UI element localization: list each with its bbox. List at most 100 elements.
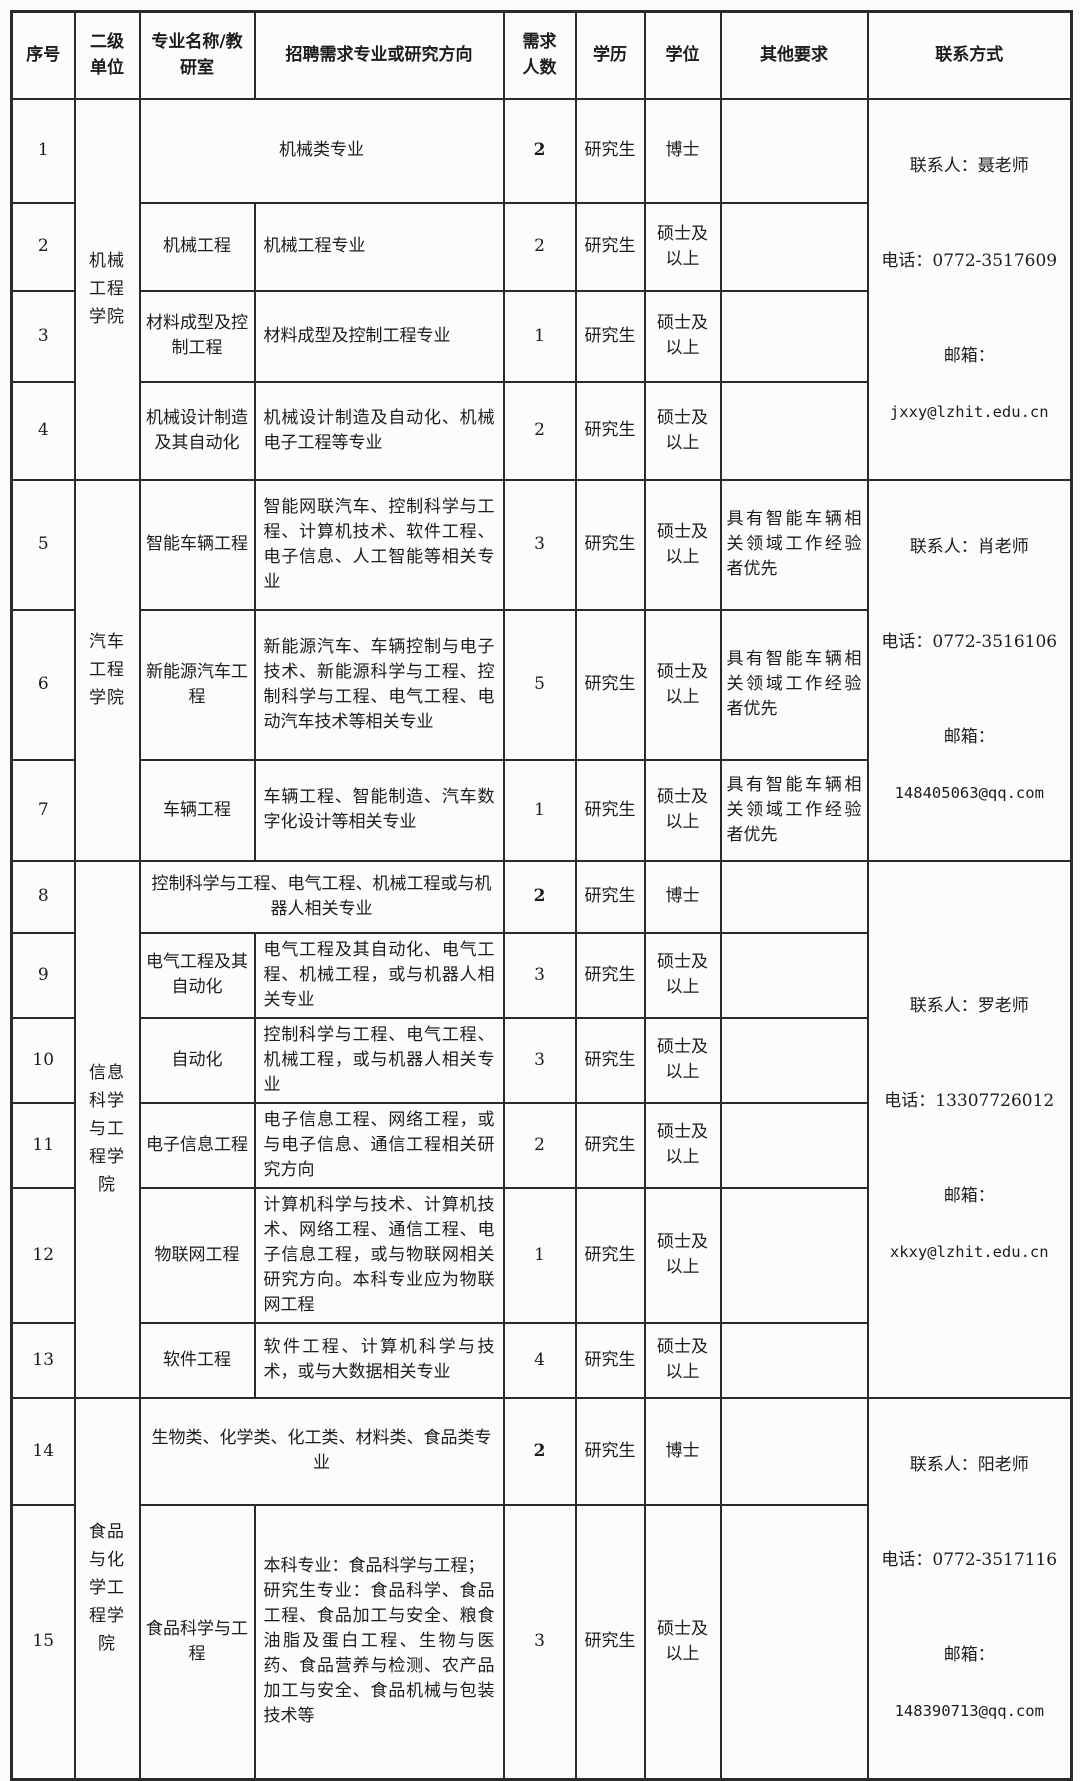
group-4-contact: 联系人：阳老师 电话：0772-3517116 邮箱： 148390713@qq… <box>866 1396 1073 1780</box>
row-9-count: 3 <box>502 931 577 1019</box>
table-row-7: 7 车辆工程 车辆工程、智能制造、汽车数字化设计等相关专业 1 研究生 硕士及 … <box>10 758 1072 862</box>
row-12-education: 研究生 <box>574 1186 646 1324</box>
contact-block: 联系人：阳老师 电话：0772-3517116 邮箱： 148390713@qq… <box>875 1428 1065 1749</box>
header-no: 序号 <box>10 10 76 100</box>
header-unit: 二级 单位 <box>73 10 141 100</box>
row-1-college: 机械 工程 学院 <box>73 97 141 481</box>
row-1-no: 1 <box>10 97 76 204</box>
header-contact: 联系方式 <box>866 10 1073 100</box>
row-8-no: 8 <box>10 859 76 934</box>
row-14-demand: 生物类、化学类、化工类、材料类、食品类专业 <box>138 1396 505 1507</box>
row-10-degree: 硕士及 以上 <box>643 1016 722 1104</box>
row-14-no: 14 <box>10 1396 76 1507</box>
row-2-degree: 硕士及 以上 <box>643 201 722 293</box>
contact-phone: 电话：0772-3517116 <box>881 1549 1058 1570</box>
contact-email: jxxy@lzhit.edu.cn <box>889 402 1049 421</box>
row-4-count: 2 <box>502 380 577 481</box>
row-15-demand: 本科专业：食品科学与工程； 研究生专业：食品科学、食品工程、食品加工与安全、粮食… <box>253 1504 505 1780</box>
contact-block: 联系人：聂老师 电话：0772-3517609 邮箱： jxxy@lzhit.e… <box>875 129 1065 450</box>
contact-person: 联系人：聂老师 <box>909 155 1029 176</box>
table-row-6: 6 新能源汽车工 程 新能源汽车、车辆控制与电子技术、新能源科学与工程、控制科学… <box>10 609 1072 761</box>
row-4-major: 机械设计制造 及其自动化 <box>138 380 256 481</box>
row-13-demand: 软件工程、计算机科学与技术，或与大数据相关专业 <box>253 1321 505 1399</box>
row-2-other <box>719 201 869 293</box>
contact-email-label: 邮箱： <box>943 345 995 366</box>
row-7-demand: 车辆工程、智能制造、汽车数字化设计等相关专业 <box>253 758 505 862</box>
row-5-major: 智能车辆工程 <box>138 478 256 612</box>
row-8-count: 2 <box>502 859 577 934</box>
row-2-major: 机械工程 <box>138 201 256 293</box>
row-10-education: 研究生 <box>574 1016 646 1104</box>
table-row-2: 2 机械工程 机械工程专业 2 研究生 硕士及 以上 <box>10 201 1072 293</box>
row-14-count: 2 <box>502 1396 577 1507</box>
row-2-education: 研究生 <box>574 201 646 293</box>
row-5-college: 汽车 工程 学院 <box>73 478 141 862</box>
row-11-other <box>719 1101 869 1189</box>
row-7-no: 7 <box>10 758 76 862</box>
header-row: 序号 二级 单位 专业名称/教 研室 招聘需求专业或研究方向 需求 人数 学历 … <box>10 10 1073 100</box>
row-5-count: 3 <box>502 478 577 612</box>
row-1-other <box>719 97 869 204</box>
row-13-count: 4 <box>502 1321 577 1399</box>
row-5-no: 5 <box>10 478 76 612</box>
row-6-major: 新能源汽车工 程 <box>138 609 256 761</box>
contact-person: 联系人：肖老师 <box>909 536 1029 557</box>
table-row-11: 11 电子信息工程 电子信息工程、网络工程，或与电子信息、通信工程相关研究方向 … <box>10 1101 1072 1189</box>
row-1-demand: 机械类专业 <box>138 97 505 204</box>
contact-email-label: 邮箱： <box>943 1185 995 1206</box>
row-12-demand: 计算机科学与技术、计算机技术、网络工程、通信工程、电子信息工程，或与物联网相关研… <box>253 1186 505 1324</box>
row-9-no: 9 <box>10 931 76 1019</box>
row-3-no: 3 <box>10 290 76 383</box>
contact-phone: 电话：0772-3516106 <box>881 631 1058 652</box>
row-6-degree: 硕士及 以上 <box>643 609 722 761</box>
header-other: 其他要求 <box>719 10 869 100</box>
row-12-other <box>719 1186 869 1324</box>
row-12-degree: 硕士及 以上 <box>643 1186 722 1324</box>
row-3-education: 研究生 <box>574 290 646 383</box>
row-4-education: 研究生 <box>574 380 646 481</box>
row-4-demand: 机械设计制造及自动化、机械电子工程等专业 <box>253 380 505 481</box>
row-9-other <box>719 931 869 1019</box>
row-5-degree: 硕士及 以上 <box>643 478 722 612</box>
row-12-count: 1 <box>502 1186 577 1324</box>
row-12-no: 12 <box>10 1186 76 1324</box>
contact-person: 联系人：阳老师 <box>909 1454 1029 1475</box>
row-7-count: 1 <box>502 758 577 862</box>
contact-email: 148390713@qq.com <box>894 1701 1044 1720</box>
row-3-degree: 硕士及 以上 <box>643 290 722 383</box>
contact-email: xkxy@lzhit.edu.cn <box>889 1242 1049 1261</box>
row-7-other: 具有智能车辆相关领域工作经验者优先 <box>719 758 869 862</box>
row-9-major: 电气工程及其 自动化 <box>138 931 256 1019</box>
row-13-major: 软件工程 <box>138 1321 256 1399</box>
table-row-3: 3 材料成型及控 制工程 材料成型及控制工程专业 1 研究生 硕士及 以上 <box>10 290 1072 383</box>
table-row-5: 5 汽车 工程 学院 智能车辆工程 智能网联汽车、控制科学与工程、计算机技术、软… <box>10 478 1073 862</box>
contact-phone: 电话：13307726012 <box>884 1090 1055 1111</box>
group-1-contact: 联系人：聂老师 电话：0772-3517609 邮箱： jxxy@lzhit.e… <box>866 97 1073 481</box>
row-13-education: 研究生 <box>574 1321 646 1399</box>
contact-block: 联系人：罗老师 电话：13307726012 邮箱： xkxy@lzhit.ed… <box>875 969 1065 1290</box>
row-15-major: 食品科学与工 程 <box>138 1504 256 1780</box>
row-9-degree: 硕士及 以上 <box>643 931 722 1019</box>
table-row-9: 9 电气工程及其 自动化 电气工程及其自动化、电气工程、机械工程，或与机器人相关… <box>10 931 1072 1019</box>
row-8-college: 信息 科学 与工 程学 院 <box>73 859 141 1399</box>
row-8-demand: 控制科学与工程、电气工程、机械工程或与机器人相关专业 <box>138 859 505 934</box>
row-6-education: 研究生 <box>574 609 646 761</box>
row-3-demand: 材料成型及控制工程专业 <box>253 290 505 383</box>
header-education: 学历 <box>574 10 646 100</box>
contact-phone: 电话：0772-3517609 <box>881 250 1058 271</box>
row-1-degree: 博士 <box>643 97 722 204</box>
row-2-count: 2 <box>502 201 577 293</box>
header-count: 需求 人数 <box>502 10 577 100</box>
row-14-education: 研究生 <box>574 1396 646 1507</box>
row-1-education: 研究生 <box>574 97 646 204</box>
row-10-other <box>719 1016 869 1104</box>
row-15-no: 15 <box>10 1504 76 1780</box>
row-8-degree: 博士 <box>643 859 722 934</box>
row-10-major: 自动化 <box>138 1016 256 1104</box>
contact-person: 联系人：罗老师 <box>909 995 1029 1016</box>
row-3-other <box>719 290 869 383</box>
row-11-demand: 电子信息工程、网络工程，或与电子信息、通信工程相关研究方向 <box>253 1101 505 1189</box>
row-1-count: 2 <box>502 97 577 204</box>
row-6-other: 具有智能车辆相关领域工作经验者优先 <box>719 609 869 761</box>
row-13-no: 13 <box>10 1321 76 1399</box>
